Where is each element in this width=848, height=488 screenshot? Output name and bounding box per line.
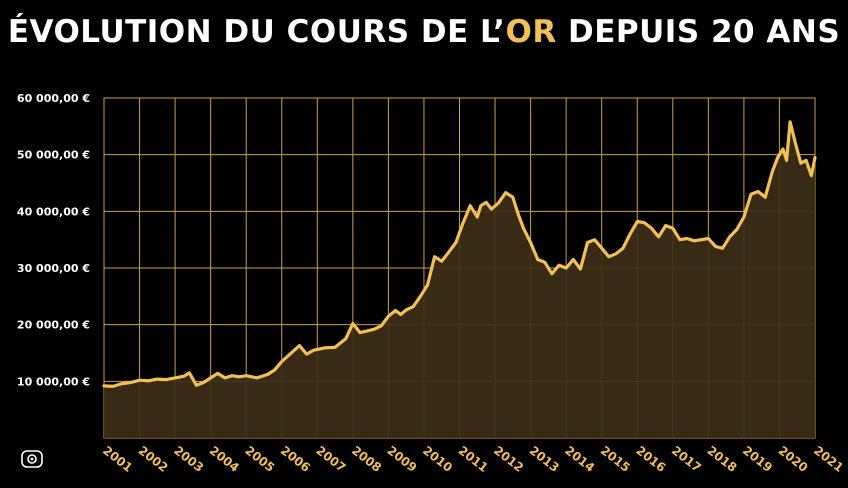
chart-title: ÉVOLUTION DU COURS DE L’OR DEPUIS 20 ANS bbox=[0, 14, 848, 50]
title-accent: OR bbox=[505, 14, 557, 50]
y-tick-label: 40 000,00 € bbox=[17, 205, 90, 218]
x-tick-label: 2005 bbox=[242, 443, 277, 475]
y-axis: 60 000,00 € 50 000,00 € 40 000,00 € 30 000,… bbox=[17, 92, 90, 388]
x-tick-label: 2021 bbox=[811, 443, 846, 475]
x-tick-label: 2007 bbox=[313, 443, 348, 475]
x-axis: 2001 2002 2003 2004 2005 2006 2007 2008 2009 2010… bbox=[100, 443, 846, 475]
y-tick-label: 20 000,00 € bbox=[17, 319, 90, 332]
y-tick-label: 10 000,00 € bbox=[17, 375, 90, 388]
x-tick-label: 2009 bbox=[385, 443, 420, 475]
series-area bbox=[104, 121, 815, 439]
y-tick-label: 60 000,00 € bbox=[17, 92, 90, 105]
title-part-1: ÉVOLUTION DU COURS DE L’ bbox=[7, 14, 506, 50]
title-part-2: DEPUIS 20 ANS bbox=[556, 14, 841, 50]
x-tick-label: 2006 bbox=[278, 443, 313, 475]
x-tick-label: 2020 bbox=[776, 443, 811, 475]
x-tick-label: 2013 bbox=[527, 443, 562, 475]
x-tick-label: 2017 bbox=[669, 443, 704, 475]
x-tick-label: 2016 bbox=[633, 443, 668, 475]
y-tick-label: 30 000,00 € bbox=[17, 262, 90, 275]
x-tick-label: 2012 bbox=[491, 443, 526, 475]
y-tick-label: 50 000,00 € bbox=[17, 149, 90, 162]
x-tick-label: 2004 bbox=[207, 443, 242, 475]
x-tick-label: 2003 bbox=[171, 443, 206, 475]
x-tick-label: 2011 bbox=[456, 443, 491, 475]
plot-area bbox=[102, 120, 817, 439]
x-tick-label: 2015 bbox=[598, 443, 633, 475]
x-tick-label: 2014 bbox=[562, 443, 597, 475]
x-tick-label: 2019 bbox=[740, 443, 775, 475]
x-tick-label: 2010 bbox=[420, 443, 455, 475]
x-tick-label: 2002 bbox=[136, 443, 171, 475]
x-tick-label: 2018 bbox=[705, 443, 740, 475]
lens-search-icon[interactable] bbox=[21, 450, 43, 468]
x-tick-label: 2001 bbox=[100, 443, 135, 475]
x-tick-label: 2008 bbox=[349, 443, 384, 475]
